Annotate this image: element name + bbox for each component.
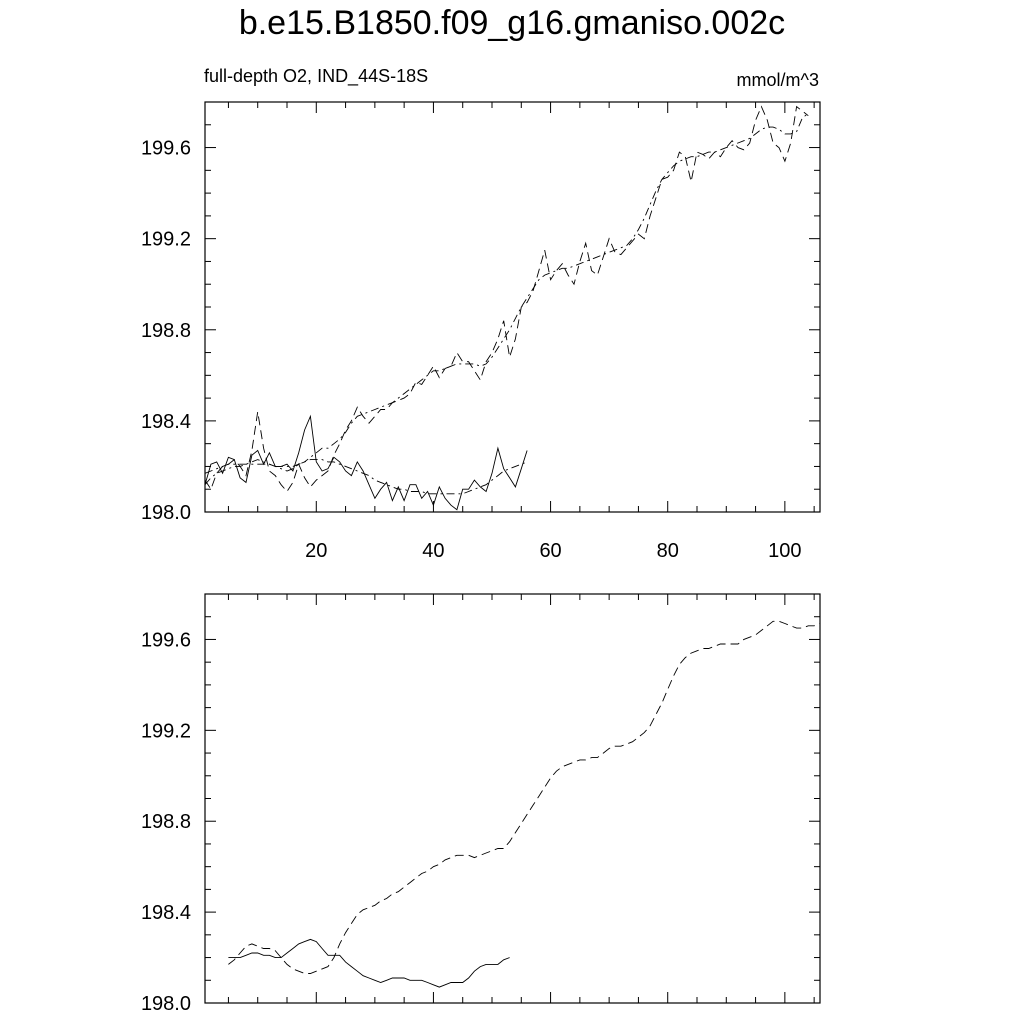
top-series-2-line	[204, 105, 809, 493]
top-x-tick-label: 100	[768, 540, 801, 562]
bottom-plot-frame	[204, 593, 821, 1004]
chart-panel-bottom: 198.0 198.4 198.8 199.2 199.6	[141, 593, 821, 1015]
top-series-1-line	[204, 414, 528, 511]
top-y-tick-label: 198.0	[141, 502, 191, 524]
bottom-y-tick-label: 199.6	[141, 629, 191, 651]
top-x-tick-label: 60	[539, 540, 561, 562]
top-series-4-line	[204, 459, 528, 495]
top-x-tick-label: 40	[422, 540, 444, 562]
bottom-y-tick-label: 198.0	[141, 993, 191, 1015]
top-y-tick-label: 199.2	[141, 229, 191, 251]
top-y-tick-label: 198.8	[141, 320, 191, 342]
page-title: b.e15.B1850.f09_g16.gmaniso.002c	[238, 4, 786, 42]
top-y-tick-label: 198.4	[141, 411, 191, 433]
top-y-tick-label: 199.6	[141, 138, 191, 160]
chart-panel-top: 198.0 198.4 198.8 199.2 199.6 20 40 60 80 100	[141, 101, 821, 562]
panel-top-left-label: full-depth O2, IND_44S-18S	[204, 66, 428, 87]
bottom-series-2-line	[228, 620, 821, 974]
bottom-y-tick-label: 198.8	[141, 811, 191, 833]
top-plot-frame	[204, 101, 821, 513]
top-x-tick-label: 20	[305, 540, 327, 562]
top-series-3-line	[204, 113, 809, 485]
bottom-series-1-line	[228, 938, 510, 988]
bottom-y-tick-label: 199.2	[141, 720, 191, 742]
bottom-y-tick-label: 198.4	[141, 902, 191, 924]
top-x-tick-label: 80	[657, 540, 679, 562]
panel-top-units-label: mmol/m^3	[737, 70, 819, 90]
